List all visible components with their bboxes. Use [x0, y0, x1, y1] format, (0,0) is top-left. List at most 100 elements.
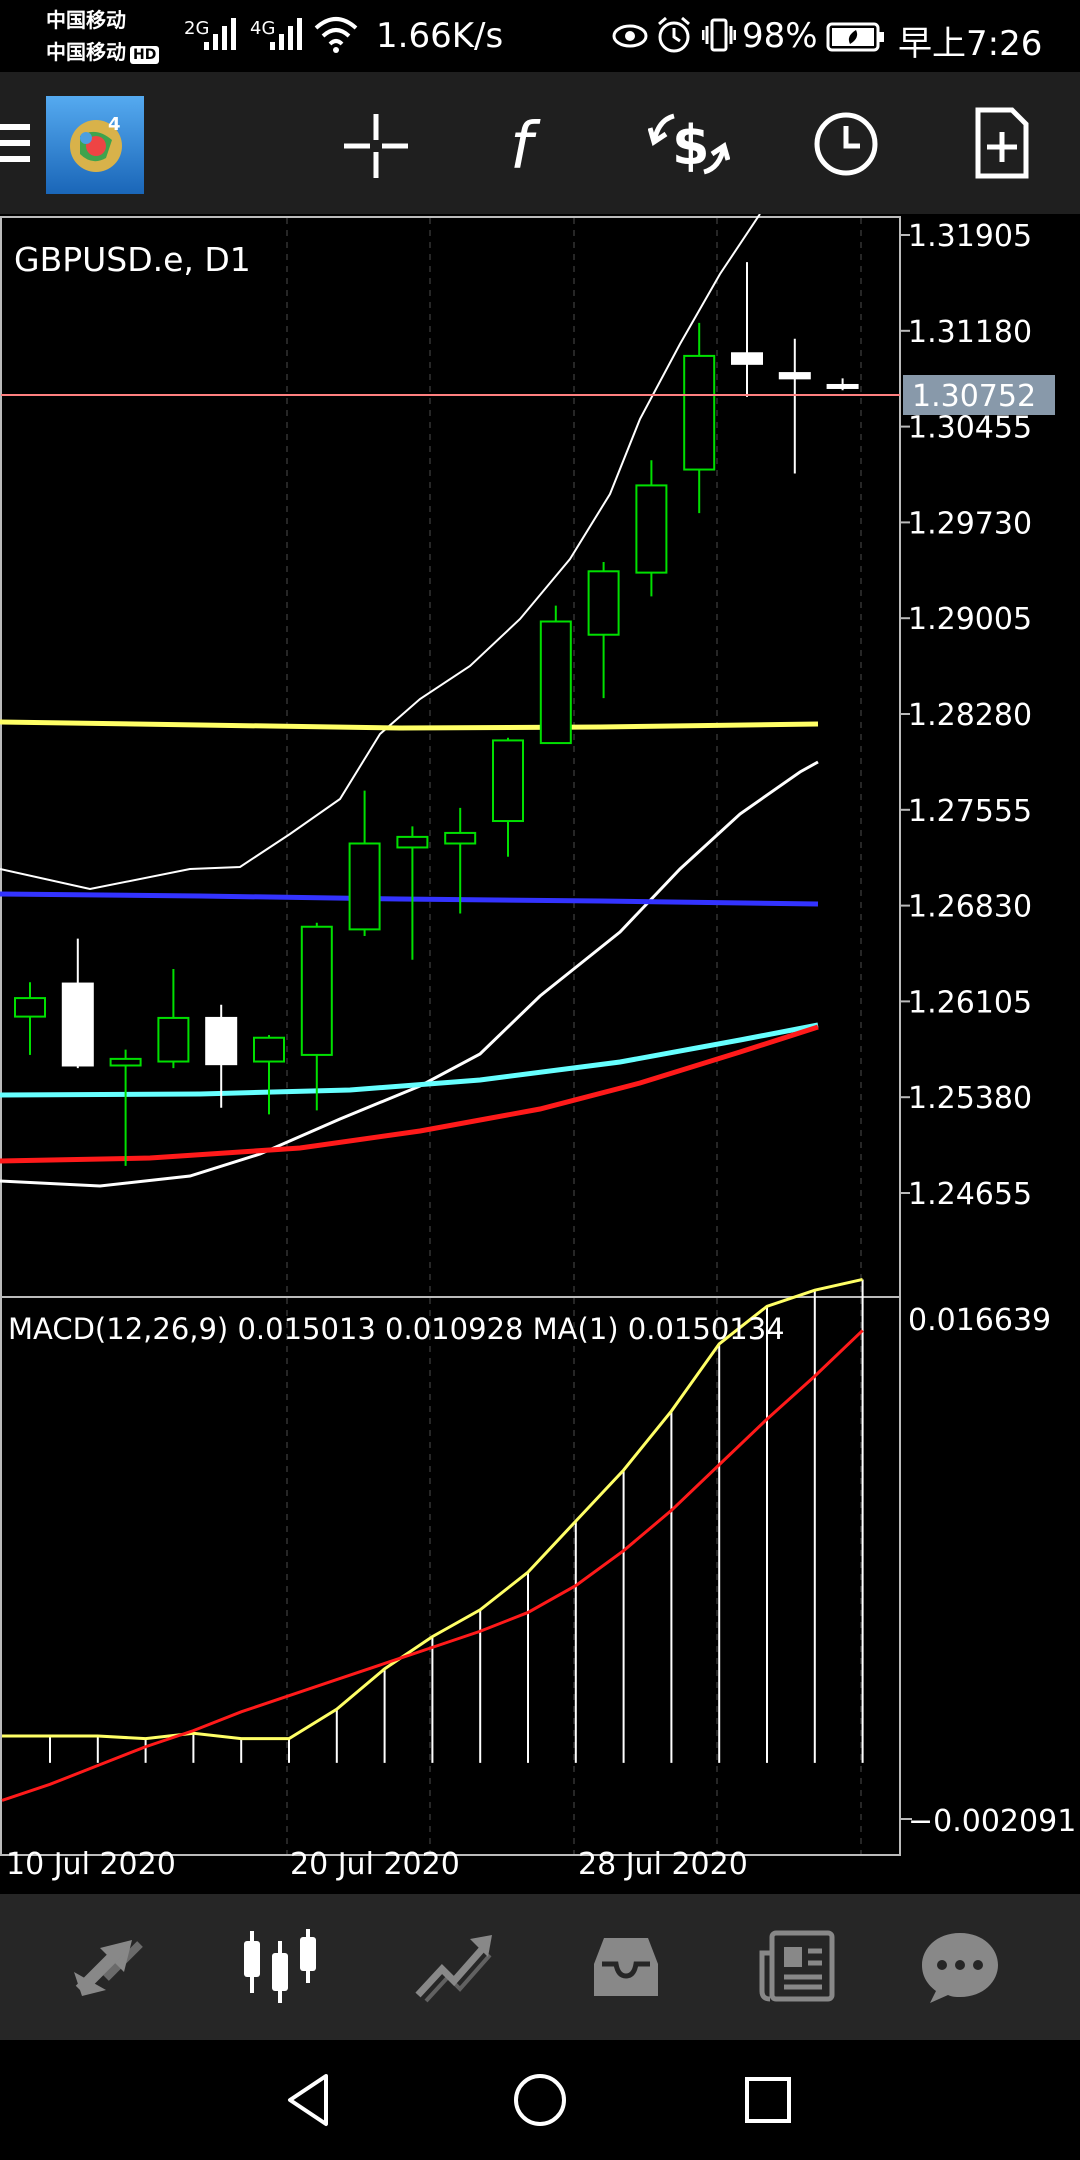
tab-chart[interactable] [192, 1894, 372, 2040]
candle-body [635, 484, 668, 574]
vibrate-icon [702, 18, 736, 52]
price-tick-label: 1.30455 [908, 411, 1032, 446]
candle-body [826, 383, 859, 389]
current-price-tag: 1.30752 [903, 375, 1055, 415]
candle-body [348, 842, 381, 931]
candle-body [205, 1016, 238, 1066]
symbol-label: GBPUSD.e, D1 [14, 240, 251, 279]
function-icon[interactable]: f [506, 108, 556, 182]
price-tick-label: 1.31180 [908, 315, 1032, 350]
network-speed: 1.66K/s [376, 16, 504, 56]
price-tick-label: 1.31905 [908, 219, 1032, 254]
current-price-tag-bg [903, 375, 1055, 415]
price-axis: 1.31905 1.31180 1.30455 1.29730 1.29005 1.282… [900, 219, 1032, 1212]
nav-recents-button[interactable] [708, 2040, 828, 2160]
tab-trade[interactable] [364, 1894, 544, 2040]
ma-red [0, 1024, 819, 1164]
candle-body [539, 620, 572, 745]
candle-body [587, 570, 620, 636]
trade-icon[interactable]: $ [648, 106, 730, 182]
candle-body [14, 997, 46, 1018]
menu-icon[interactable] [0, 122, 32, 164]
network-4g-label: 4G [250, 18, 276, 39]
candle-body [109, 1057, 142, 1067]
back-icon [288, 2074, 328, 2126]
nav-home-button[interactable] [480, 2040, 600, 2160]
macd-min-label: −0.002091 [908, 1804, 1076, 1839]
moving-averages [0, 213, 819, 1188]
battery-icon [826, 22, 884, 52]
date-tick-1: 10 Jul 2020 [6, 1847, 176, 1882]
tab-quotes[interactable] [20, 1894, 200, 2040]
recents-icon [745, 2077, 791, 2123]
macd-max-label: 0.016639 [908, 1303, 1051, 1338]
price-tick-label: 1.27555 [908, 794, 1032, 829]
tab-history[interactable] [536, 1894, 716, 2040]
candlestick-chart-icon [244, 1929, 316, 2003]
date-tick-2: 20 Jul 2020 [290, 1847, 460, 1882]
tab-news[interactable] [708, 1894, 888, 2040]
crosshair-icon[interactable] [340, 110, 412, 182]
home-icon [514, 2074, 566, 2126]
tab-chat[interactable] [870, 1894, 1050, 2040]
inbox-icon [594, 1938, 658, 1996]
news-icon [759, 1930, 835, 2002]
macd-main-line [2, 1277, 863, 1741]
quotes-icon [74, 1940, 143, 1996]
price-tick-label: 1.24655 [908, 1177, 1032, 1212]
battery-percent: 98% [742, 16, 818, 56]
svg-text:4: 4 [108, 114, 121, 135]
chart-svg[interactable]: 1.31905 1.31180 1.30455 1.29730 1.29005 1.282… [0, 213, 1080, 1894]
chart-area[interactable]: 1.31905 1.31180 1.30455 1.29730 1.29005 1.282… [0, 213, 1080, 1894]
current-price-value: 1.30752 [912, 379, 1036, 414]
candle-body [157, 1016, 190, 1063]
chat-icon [922, 1933, 998, 2003]
bollinger-upper-band [0, 213, 761, 891]
price-tick-label: 1.25380 [908, 1081, 1032, 1116]
candles [14, 262, 859, 1166]
candle-body [444, 831, 477, 845]
macd-label: MACD(12,26,9) 0.015013 0.010928 MA(1) 0.… [8, 1312, 785, 1346]
candle-body [396, 835, 429, 849]
toolbar: 4 f $ [0, 72, 1080, 214]
candle-body [492, 739, 524, 823]
wifi-icon [314, 17, 358, 53]
system-nav-bar [0, 2040, 1080, 2160]
ma-yellow [0, 719, 819, 731]
date-tick-3: 28 Jul 2020 [578, 1847, 748, 1882]
grid [286, 218, 862, 1854]
price-tick-label: 1.26830 [908, 890, 1032, 925]
carrier-2-label: 中国移动 HD [46, 40, 160, 64]
macd-panel-frame [0, 1296, 901, 1856]
bollinger-lower-band [0, 760, 819, 1188]
metatrader-logo[interactable]: 4 [46, 96, 144, 194]
signal-icon-2 [270, 18, 302, 50]
clock-icon[interactable] [812, 110, 880, 178]
candle-body [778, 372, 811, 380]
price-tick-label: 1.29005 [908, 602, 1032, 637]
alarm-icon [658, 16, 690, 53]
signal-icon-1 [204, 18, 236, 50]
candle-body [300, 925, 333, 1056]
svg-text:f: f [510, 110, 541, 182]
clock-time: 早上7:26 [898, 24, 1043, 64]
status-bar: 中国移动 中国移动 HD 2G 4G 1.66K/s 98% 早上7:26 [0, 0, 1080, 72]
nav-back-button[interactable] [248, 2040, 368, 2160]
macd-indicator [1, 1277, 864, 1802]
eye-icon [612, 24, 648, 48]
candle-body [683, 354, 716, 471]
network-2g-label: 2G [184, 18, 210, 39]
candle-body [731, 352, 763, 365]
price-tick-label: 1.28280 [908, 698, 1032, 733]
macd-signal-line [1, 1329, 864, 1802]
new-document-icon[interactable] [974, 106, 1030, 180]
ma-cyan [0, 1022, 819, 1098]
candle-body [61, 982, 94, 1067]
svg-text:$: $ [672, 114, 710, 177]
candle-body [253, 1036, 285, 1063]
hd-badge: HD [130, 46, 160, 64]
price-tick-label: 1.29730 [908, 506, 1032, 541]
price-tick-label: 1.26105 [908, 985, 1032, 1020]
ma-blue [0, 891, 819, 907]
carrier-1-label: 中国移动 [46, 8, 126, 32]
